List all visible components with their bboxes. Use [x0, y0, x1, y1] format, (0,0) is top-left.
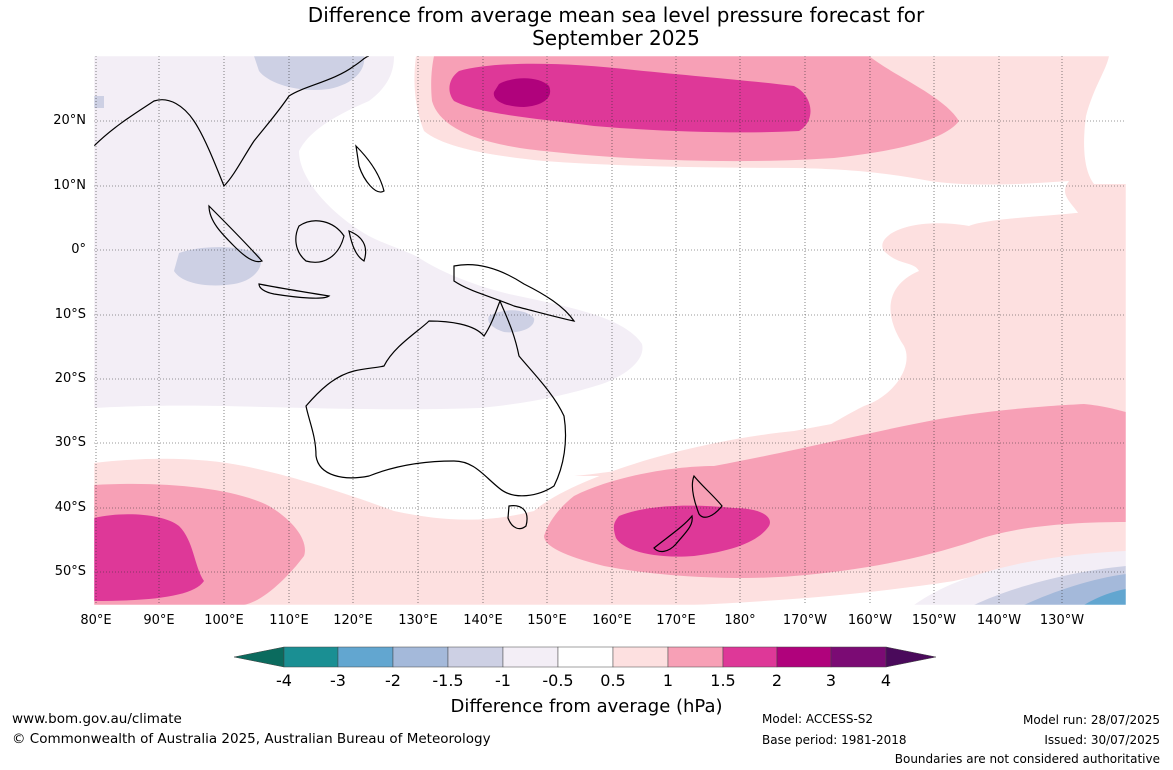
colorbar-segment — [776, 646, 832, 668]
longitude-label: 150°E — [527, 613, 567, 628]
australia-coastline — [305, 299, 567, 497]
colorbar-tick-label: -1.5 — [432, 671, 464, 690]
coastlines — [94, 56, 723, 553]
colorbar-tick-label: -0.5 — [542, 671, 574, 690]
colorbar-segment — [337, 646, 394, 668]
longitude-label: 80°E — [80, 613, 112, 628]
colorbar-tick-label: -3 — [330, 671, 346, 690]
latitude-label: 0° — [71, 242, 86, 257]
new-zealand-south-coastline — [653, 514, 693, 553]
north-pacific-peak-positive — [493, 78, 551, 107]
philippines-coastline — [355, 144, 385, 193]
longitude-label: 90°E — [143, 613, 175, 628]
longitude-label: 130°E — [398, 613, 438, 628]
negative-anomaly-patch-3 — [254, 56, 365, 90]
longitude-label: 140°E — [463, 613, 503, 628]
website-link[interactable]: www.bom.gov.au/climate — [12, 711, 182, 727]
longitude-label: 170°E — [656, 613, 696, 628]
colorbar-max-arrow — [885, 646, 937, 668]
colorbar-tick-label: 1.5 — [710, 671, 736, 690]
negative-anomaly-patch-2 — [488, 310, 535, 333]
gridlines — [94, 56, 1126, 605]
model-run-text: Model run: 28/07/2025 — [1022, 713, 1160, 727]
longitude-label: 160°E — [592, 613, 632, 628]
copyright-text: © Commonwealth of Australia 2025, Austra… — [12, 731, 491, 747]
longitude-label: 110°E — [269, 613, 309, 628]
title-line-1: Difference from average mean sea level p… — [307, 3, 925, 27]
latitude-label: 50°S — [54, 564, 86, 579]
colorbar-tick-label: -2 — [385, 671, 401, 690]
southern-strong-positive-nz — [613, 505, 770, 557]
longitude-label: 100°E — [204, 613, 244, 628]
longitude-label: 130°W — [1039, 613, 1085, 628]
colorbar-segment — [283, 646, 339, 668]
latitude-label: 20°N — [53, 113, 86, 128]
latitude-label: 20°S — [54, 371, 86, 386]
longitude-label: 120°E — [333, 613, 373, 628]
latitude-label: 40°S — [54, 500, 86, 515]
sulawesi-coastline — [348, 230, 367, 262]
colorbar-segment — [830, 646, 887, 668]
model-text: Model: ACCESS-S2 — [762, 712, 874, 726]
longitude-label: 140°W — [976, 613, 1022, 628]
colorbar-segment — [722, 646, 778, 668]
negative-anomaly-patch-1 — [174, 247, 262, 286]
colorbar — [233, 646, 937, 668]
colorbar-tick-label: 4 — [880, 671, 892, 690]
colorbar-segment — [502, 646, 559, 668]
longitude-label: 180° — [724, 613, 756, 628]
colorbar-title: Difference from average (hPa) — [450, 696, 723, 717]
southern-medium-positive-band — [94, 404, 1126, 605]
colorbar-min-arrow — [233, 646, 285, 668]
map-title: Difference from average mean sea level p… — [0, 4, 1173, 50]
antarctic-strong-negative — [1084, 589, 1126, 605]
title-line-2: September 2025 — [532, 26, 700, 50]
southern-strong-positive-west — [94, 514, 204, 601]
latitude-label: 10°N — [53, 178, 86, 193]
java-coastline — [258, 283, 331, 299]
colorbar-segment — [667, 646, 724, 668]
colorbar-segment — [612, 646, 669, 668]
longitude-label: 160°W — [847, 613, 893, 628]
base-period-text: Base period: 1981-2018 — [762, 733, 907, 747]
colorbar-tick-label: 0.5 — [600, 671, 626, 690]
disclaimer-text: Boundaries are not considered authoritat… — [894, 752, 1160, 766]
new-guinea-coastline — [453, 264, 576, 322]
longitude-label: 150°W — [911, 613, 957, 628]
negative-anomaly-patch-4 — [94, 96, 104, 108]
asia-coastline — [94, 56, 370, 188]
east-pacific-light-positive — [574, 206, 1126, 605]
latitude-label: 10°S — [54, 307, 86, 322]
pressure-anomaly-map — [94, 56, 1126, 605]
sumatra-coastline — [208, 204, 264, 263]
colorbar-segment — [392, 646, 449, 668]
issued-text: Issued: 30/07/2025 — [1044, 733, 1160, 747]
latitude-label: 30°S — [54, 435, 86, 450]
colorbar-tick-label: -4 — [276, 671, 292, 690]
borneo-coastline — [295, 220, 345, 263]
tasmania-coastline — [507, 505, 528, 530]
new-zealand-north-coastline — [691, 474, 723, 518]
colorbar-tick-label: 2 — [771, 671, 783, 690]
longitude-label: 170°W — [782, 613, 828, 628]
colorbar-tick-label: 3 — [825, 671, 837, 690]
colorbar-segment — [447, 646, 504, 668]
colorbar-tick-label: -1 — [495, 671, 511, 690]
colorbar-segment — [557, 646, 614, 668]
colorbar-tick-label: 1 — [662, 671, 674, 690]
